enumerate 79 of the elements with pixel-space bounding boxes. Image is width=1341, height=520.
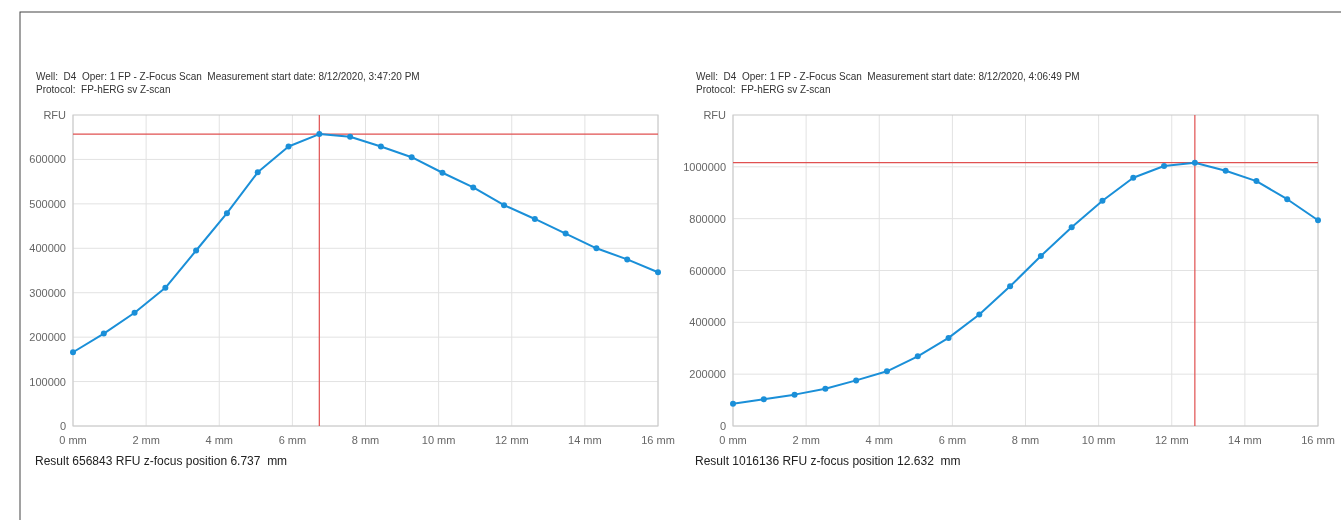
- point: [945, 334, 952, 341]
- x-tick-label: 2 mm: [132, 434, 160, 446]
- text: Result 656843 RFU z-focus position 6.737 mm: [35, 454, 288, 468]
- y-tick-label: 300000: [29, 286, 66, 299]
- point: [470, 184, 477, 191]
- y-tick-label: 800000: [689, 212, 726, 225]
- point: [193, 247, 200, 254]
- point: [1222, 167, 1229, 174]
- y-tick-label: 400000: [689, 316, 726, 329]
- point: [624, 256, 631, 263]
- x-tick-label: 10 mm: [421, 434, 456, 446]
- y-axis-title: RFU: [703, 109, 727, 121]
- y-tick-label: 600000: [29, 153, 66, 166]
- y-tick-label: 200000: [689, 368, 726, 381]
- x-tick-label: 16 mm: [1301, 434, 1335, 446]
- point: [1068, 224, 1075, 231]
- chart-title: Well: D4 Oper: 1 FP - Z-Focus Scan Measurement start date: 8/12/2020, 4:06:49 PM: [696, 71, 1080, 82]
- point: [223, 210, 230, 217]
- point: [562, 230, 569, 237]
- point: [70, 349, 76, 356]
- y-axis-title: RFU: [43, 109, 67, 121]
- point: [760, 396, 767, 403]
- y-tick-label: 600000: [689, 264, 726, 277]
- chart-subtitle: Protocol: FP-hERG sv Z-scan: [696, 84, 831, 95]
- x-tick-label: 16 mm: [641, 434, 675, 446]
- point: [131, 309, 138, 316]
- point: [100, 330, 107, 337]
- y-tick-label: 200000: [29, 331, 66, 344]
- point: [1161, 163, 1168, 170]
- chart-title: Well: D4 Oper: 1 FP - Z-Focus Scan Measurement start date: 8/12/2020, 3:47:20 PM: [36, 71, 420, 82]
- point: [914, 353, 921, 360]
- point: [1253, 178, 1260, 185]
- point: [1007, 283, 1014, 290]
- x-tick-label: 6 mm: [278, 434, 307, 446]
- x-tick-label: 8 mm: [1011, 434, 1040, 446]
- x-tick-label: 0 mm: [59, 434, 87, 446]
- x-tick-label: 14 mm: [1228, 434, 1262, 446]
- x-tick-label: 12 mm: [494, 434, 529, 446]
- y-tick-label: 0: [719, 420, 726, 432]
- point: [1315, 217, 1321, 224]
- chart-subtitle: Protocol: FP-hERG sv Z-scan: [36, 84, 171, 95]
- x-tick-label: 4 mm: [205, 434, 233, 446]
- y-tick-label: 500000: [29, 197, 66, 210]
- point: [655, 269, 661, 276]
- y-tick-label: 1000000: [683, 160, 726, 173]
- x-tick-label: 10 mm: [1081, 434, 1116, 446]
- point: [1130, 174, 1137, 181]
- point: [316, 131, 323, 138]
- point: [439, 169, 446, 176]
- text: Result 1016136 RFU z-focus position 12.632 mm: [695, 454, 961, 468]
- point: [853, 377, 860, 384]
- point: [791, 391, 798, 398]
- point: [730, 400, 736, 407]
- point: [377, 143, 384, 150]
- point: [285, 143, 292, 150]
- x-tick-label: 0 mm: [719, 434, 747, 446]
- point: [1191, 159, 1198, 166]
- point: [1099, 197, 1106, 204]
- x-tick-label: 14 mm: [568, 434, 602, 446]
- y-tick-label: 400000: [29, 242, 66, 255]
- y-tick-label: 100000: [29, 375, 66, 388]
- point: [162, 284, 169, 291]
- point: [822, 385, 829, 392]
- point: [347, 133, 354, 140]
- x-tick-label: 2 mm: [792, 434, 820, 446]
- x-tick-label: 8 mm: [351, 434, 380, 446]
- point: [1037, 252, 1044, 259]
- point: [254, 169, 261, 176]
- point: [593, 245, 600, 252]
- point: [408, 154, 415, 161]
- point: [1284, 196, 1291, 203]
- point: [531, 215, 538, 222]
- point: [501, 202, 508, 209]
- point: [976, 311, 983, 318]
- point: [883, 368, 890, 375]
- y-tick-label: 0: [59, 420, 66, 432]
- x-tick-label: 6 mm: [938, 434, 967, 446]
- x-tick-label: 4 mm: [865, 434, 893, 446]
- x-tick-label: 12 mm: [1154, 434, 1189, 446]
